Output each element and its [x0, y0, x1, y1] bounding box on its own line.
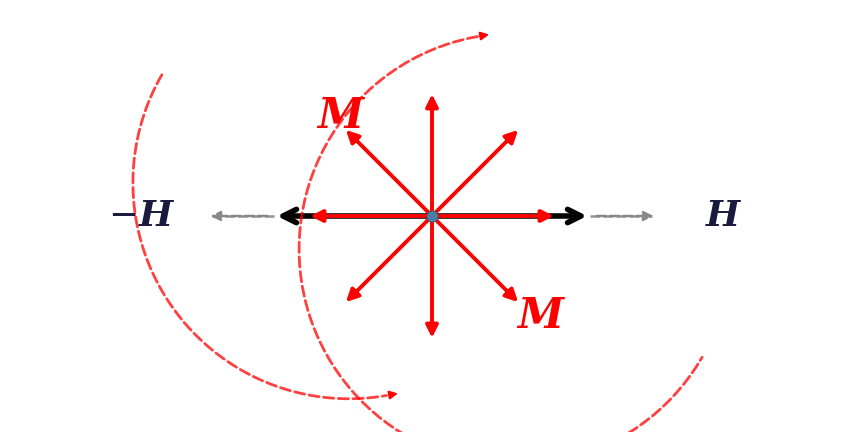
Text: M: M	[318, 95, 364, 137]
Text: M: M	[517, 295, 563, 337]
Text: $-$H: $-$H	[107, 199, 175, 233]
Text: H: H	[706, 199, 740, 233]
